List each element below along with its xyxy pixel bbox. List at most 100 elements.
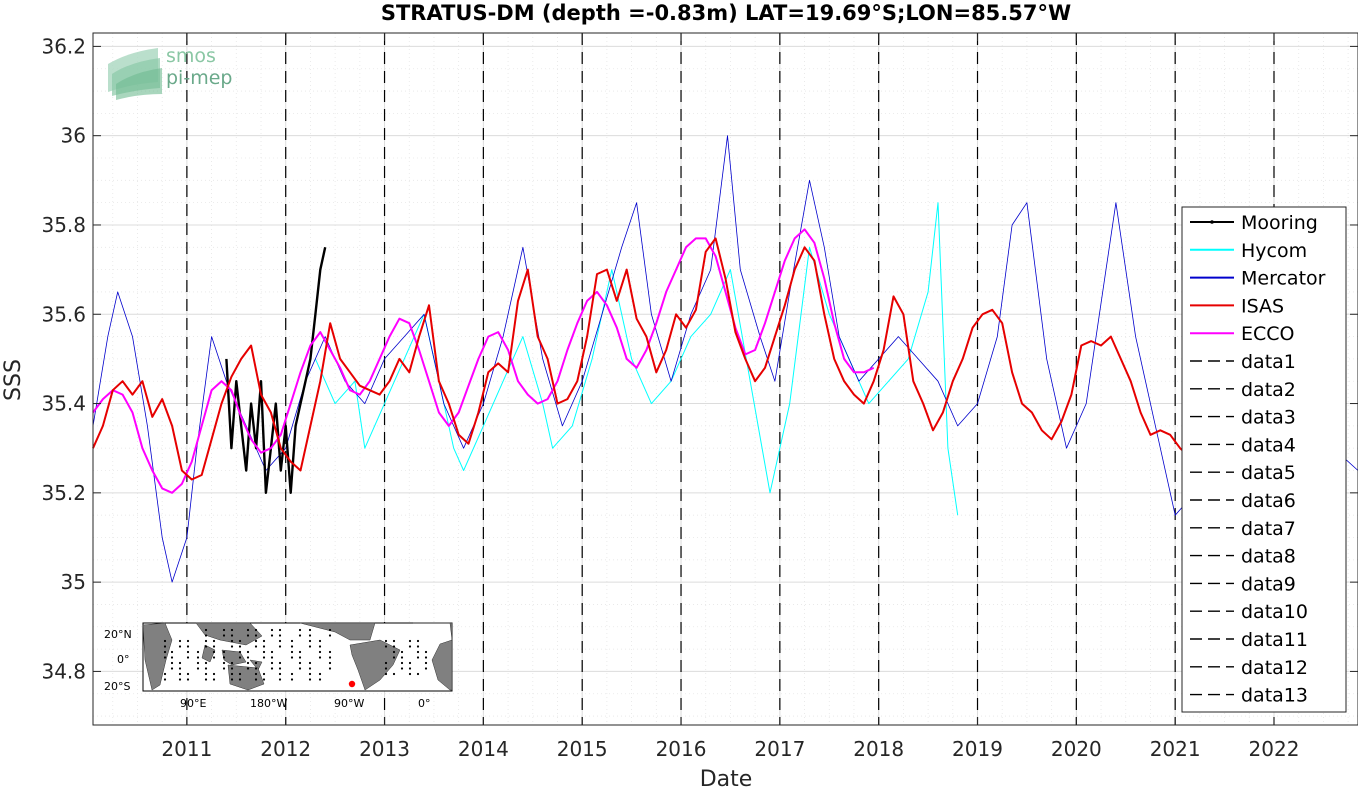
mooring-array-dots (163, 628, 428, 681)
mooring-dot (384, 661, 388, 665)
y-axis-label: SSS (1, 359, 26, 401)
x-tick-label: 2019 (952, 737, 1003, 761)
mooring-dot (170, 661, 174, 665)
mooring-dot (298, 661, 302, 665)
mooring-dot (212, 645, 216, 648)
mooring-dot (238, 645, 242, 648)
x-tick-label: 2017 (754, 737, 805, 761)
logo-waves-icon (108, 48, 162, 100)
mooring-dot (230, 678, 234, 681)
mooring-dot (384, 667, 388, 670)
legend-label: data1 (1241, 351, 1296, 373)
mooring-dot (290, 650, 294, 654)
legend-item-mooring: Mooring (1190, 212, 1318, 234)
mooring-dot (328, 650, 332, 654)
legend-item-data9: data9 (1190, 573, 1296, 595)
map-xlabel-0: 0° (418, 697, 431, 710)
y-tick-label: 35.2 (41, 481, 86, 505)
x-tick-label: 2014 (458, 737, 509, 761)
legend-label: data8 (1241, 546, 1296, 568)
mooring-dot (254, 634, 258, 637)
mooring-dot (278, 672, 282, 676)
mooring-dot (204, 628, 208, 632)
x-tick-label: 2020 (1051, 737, 1102, 761)
legend-label: data11 (1241, 629, 1308, 651)
mooring-dot (230, 639, 234, 643)
mooring-dot (278, 645, 282, 648)
legend: Mooring Hycom Mercator ISAS ECCO data1 data2 da… (1181, 206, 1347, 713)
legend-item-mercator: Mercator (1190, 268, 1326, 290)
y-tick-label: 35.4 (41, 392, 86, 416)
mooring-dot (254, 672, 258, 676)
mooring-dot (290, 639, 294, 643)
mooring-dot (246, 656, 250, 659)
legend-label: Mooring (1241, 212, 1318, 234)
y-tick-label: 35.6 (41, 302, 86, 326)
mooring-dot (178, 661, 182, 665)
mooring-dot (222, 628, 226, 632)
mooring-dot (178, 667, 182, 670)
mooring-dot (416, 645, 420, 648)
mooring-dot (298, 656, 302, 659)
mooring-dot (163, 656, 167, 659)
mooring-dot (392, 639, 396, 643)
legend-label: data4 (1241, 434, 1296, 456)
series-line-isas (92, 237, 1191, 481)
map-xlabel-90w: 90°W (334, 697, 364, 710)
mooring-dot (308, 667, 312, 670)
mooring-dot (254, 628, 258, 632)
mooring-dot (416, 650, 420, 654)
mooring-dot (262, 678, 266, 681)
legend-label: data3 (1241, 407, 1296, 429)
mooring-dot (230, 672, 234, 676)
mooring-dot (400, 656, 404, 659)
series-line-mooring (225, 247, 327, 494)
mooring-dot (400, 661, 404, 665)
mooring-dot (328, 661, 332, 665)
mooring-dot (186, 650, 190, 654)
mooring-dot (308, 661, 312, 665)
mooring-dot (246, 667, 250, 670)
mooring-dot (196, 650, 200, 654)
mooring-dot (308, 672, 312, 676)
mooring-dot (290, 678, 294, 681)
mooring-dot (178, 678, 182, 681)
mooring-dot (163, 650, 167, 654)
mooring-dot (230, 634, 234, 637)
map-ylabel-0: 0° (117, 653, 130, 666)
mooring-dot (204, 661, 208, 665)
mooring-dot (246, 661, 250, 665)
map-xlabel-90e: 90°E (180, 697, 206, 710)
chart-title: STRATUS-DM (depth =-0.83m) LAT=19.69°S;L… (381, 1, 1071, 25)
mooring-dot (254, 667, 258, 670)
mooring-dot (222, 667, 226, 670)
mooring-dot (238, 678, 242, 681)
x-axis-label: Date (700, 767, 753, 790)
mooring-dot (400, 650, 404, 654)
legend-label: data5 (1241, 462, 1296, 484)
mooring-dot (424, 650, 428, 654)
mooring-dot (254, 639, 258, 643)
mooring-dot (212, 650, 216, 654)
mooring-dot (318, 650, 322, 654)
map-xlabel-180w: 180°W (250, 697, 287, 710)
mooring-dot (318, 672, 322, 676)
mooring-dot (170, 667, 174, 670)
mooring-dot (196, 656, 200, 659)
x-tick-label: 2018 (853, 737, 904, 761)
mooring-dot (204, 672, 208, 676)
mooring-dot (230, 661, 234, 665)
legend-item-data10: data10 (1190, 601, 1308, 623)
mooring-dot (230, 628, 234, 632)
x-ticks: 2011 2012 2013 2014 2015 2016 2017 2018 2019 2020… (161, 33, 1299, 761)
mooring-dot (424, 661, 428, 665)
x-tick-label: 2012 (260, 737, 311, 761)
mooring-dot (204, 639, 208, 643)
mooring-dot (246, 628, 250, 632)
mooring-dot (298, 650, 302, 654)
mooring-dot (246, 634, 250, 637)
mooring-dot (186, 645, 190, 648)
legend-label: data7 (1241, 518, 1296, 540)
mooring-dot (318, 656, 322, 659)
mooring-dot (254, 678, 258, 681)
